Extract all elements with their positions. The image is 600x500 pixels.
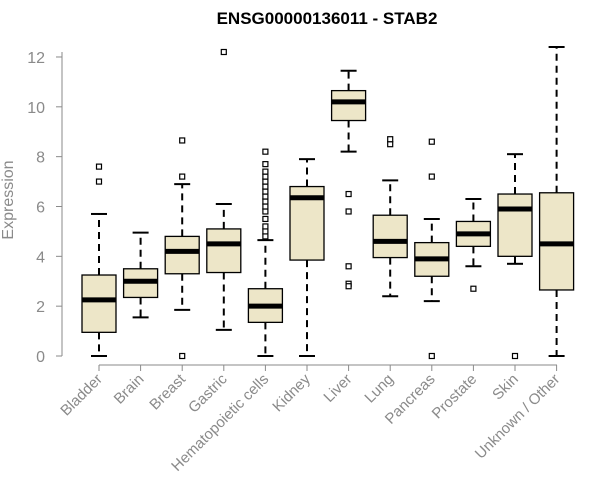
box-liver: [330, 69, 367, 290]
y-axis-ticks: 0 2 4 6 8 10 12: [27, 50, 62, 366]
outlier-point: [345, 190, 352, 198]
outlier-point: [262, 233, 269, 240]
outlier-point: [262, 198, 269, 205]
outlier-point: [345, 208, 352, 215]
outlier-point: [262, 188, 269, 195]
iqr-box: [81, 274, 117, 333]
box-gastric: [206, 48, 242, 331]
box-kidney: [289, 158, 325, 357]
y-tick-label: 12: [27, 50, 45, 67]
outlier-point: [179, 352, 186, 360]
outlier-point: [179, 137, 186, 144]
outlier-point: [95, 163, 103, 170]
y-tick-label: 2: [36, 299, 45, 316]
y-axis-label: Expression: [0, 160, 17, 239]
outlier-point: [179, 173, 186, 180]
box-lung: [372, 136, 408, 298]
box-breast: [164, 137, 200, 360]
outlier-point: [262, 203, 269, 210]
y-tick-label: 4: [36, 249, 45, 266]
outlier-point: [262, 208, 269, 215]
iqr-box: [497, 193, 533, 257]
box-series: [81, 46, 575, 360]
outlier-point: [470, 285, 477, 292]
outlier-point: [345, 263, 352, 270]
y-tick-label: 0: [36, 349, 45, 366]
outlier-point: [262, 228, 269, 235]
box-brain: [122, 231, 159, 319]
x-tick-label: Breast: [146, 370, 189, 413]
box-pancreas: [414, 138, 450, 360]
y-tick-label: 8: [36, 150, 45, 167]
outlier-point: [262, 193, 269, 200]
chart-title: ENSG00000136011 - STAB2: [217, 9, 438, 28]
outlier-point: [387, 136, 394, 143]
x-tick-label: Prostate: [429, 371, 481, 423]
iqr-box: [206, 228, 242, 274]
x-tick-label: Brain: [111, 371, 148, 408]
box-prostate: [455, 198, 492, 292]
outlier-point: [428, 173, 435, 180]
box-bladder: [81, 163, 117, 357]
outlier-point: [262, 183, 269, 190]
outlier-point: [262, 215, 269, 223]
outlier-point: [262, 148, 269, 155]
outlier-point: [95, 178, 103, 185]
outlier-point: [262, 168, 269, 175]
iqr-box: [164, 235, 200, 275]
y-tick-label: 10: [27, 100, 45, 117]
outlier-point: [262, 173, 269, 180]
box-hematopoietic-cells: [247, 148, 284, 357]
iqr-box: [330, 89, 367, 122]
outlier-point: [262, 223, 269, 230]
outlier-point: [345, 283, 352, 290]
iqr-box: [372, 214, 408, 259]
x-tick-label: Lung: [361, 371, 397, 407]
outlier-point: [262, 178, 269, 185]
x-tick-label: Kidney: [269, 370, 314, 415]
x-tick-label: Liver: [320, 371, 355, 406]
y-tick-label: 6: [36, 199, 45, 216]
box-unknown-other: [538, 46, 575, 357]
outlier-point: [387, 141, 394, 148]
outlier-point: [511, 352, 519, 360]
outlier-point: [220, 48, 227, 56]
x-tick-label: Bladder: [57, 371, 106, 420]
x-tick-label: Skin: [489, 371, 522, 404]
outlier-point: [428, 138, 435, 145]
outlier-point: [262, 161, 269, 168]
outlier-point: [428, 352, 435, 360]
box-skin: [497, 153, 533, 360]
